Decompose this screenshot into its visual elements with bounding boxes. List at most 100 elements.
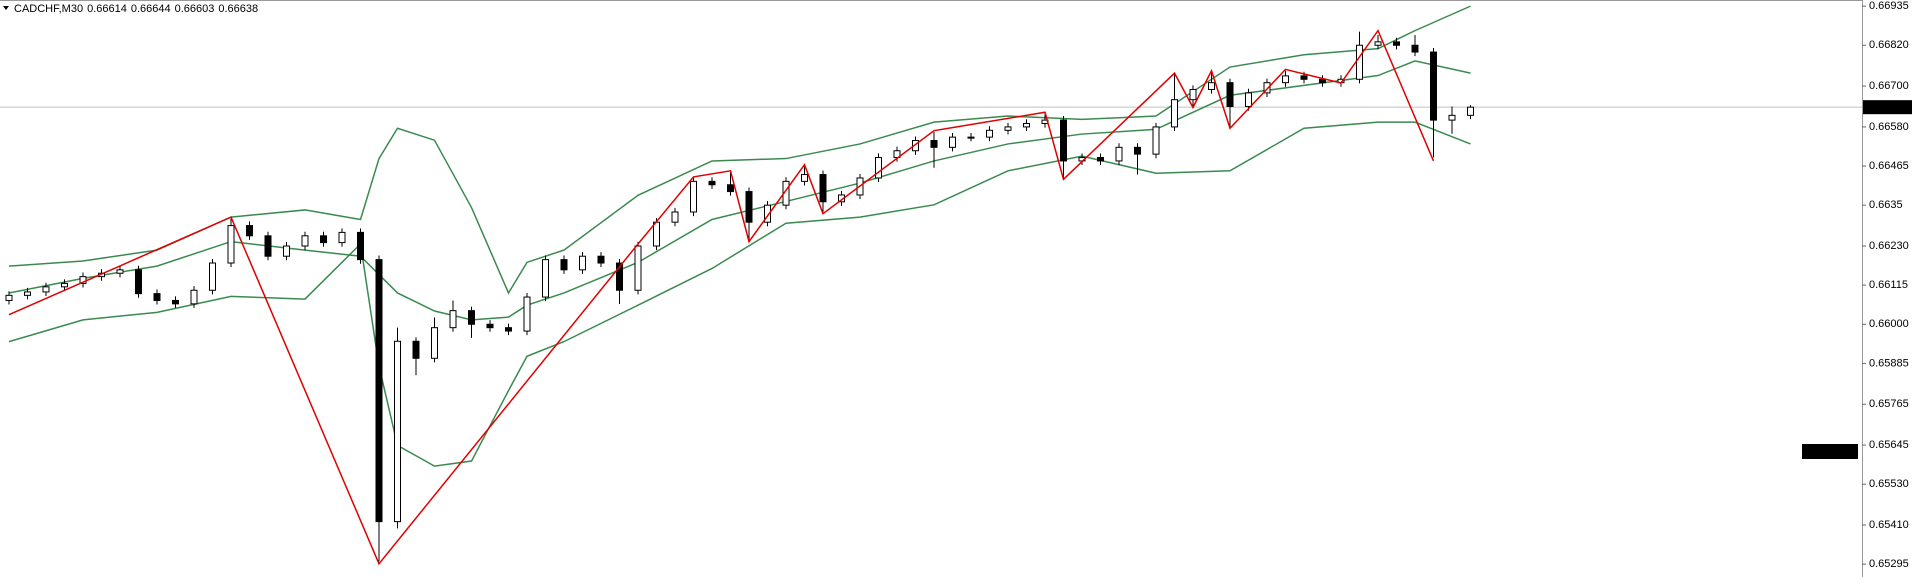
candle-body: [1152, 126, 1160, 155]
candle-body: [1060, 119, 1067, 162]
header-low: 0.66603: [175, 3, 215, 15]
y-tick-label: 0.66115: [1869, 279, 1908, 291]
candle-body: [153, 293, 161, 301]
candle-body: [431, 327, 438, 359]
candle-body: [357, 231, 364, 261]
candle-body: [986, 129, 993, 138]
candle-body: [172, 299, 179, 305]
candle-body: [597, 255, 605, 264]
candle-body: [708, 180, 716, 186]
candle-body: [1263, 82, 1271, 94]
y-tick-label: 0.65765: [1869, 398, 1909, 410]
candle-body: [246, 225, 253, 237]
y-tick-label: 0.65645: [1869, 439, 1909, 451]
symbol: CADCHF,M30: [14, 3, 83, 15]
candle-body: [1448, 114, 1456, 121]
candle-body: [1282, 75, 1289, 84]
candle-body: [412, 340, 420, 359]
candle-body: [116, 269, 124, 274]
candle-body: [1245, 92, 1252, 108]
candle-body: [209, 262, 216, 291]
candle-body: [1300, 75, 1308, 80]
candle-body: [560, 259, 568, 271]
y-tick-label: 0.65530: [1869, 478, 1909, 490]
candle-body: [1226, 82, 1234, 108]
candle-body: [967, 136, 975, 139]
candle-body: [227, 225, 235, 264]
y-tick-label: 0.65410: [1869, 519, 1909, 531]
candle-body: [819, 174, 827, 203]
candle-body: [875, 157, 882, 179]
candle-body: [264, 235, 272, 257]
candle-body: [320, 235, 327, 244]
indicator-label: BB ON: [1813, 446, 1847, 458]
header-open: 0.66614: [87, 3, 127, 15]
candle-body: [301, 235, 309, 247]
y-tick-label: 0.65295: [1869, 558, 1909, 570]
candle-body: [1430, 51, 1437, 121]
candle-body: [338, 231, 346, 244]
candle-body: [1097, 157, 1104, 162]
candle-body: [375, 259, 383, 523]
candle-body: [1208, 82, 1215, 90]
candle-body: [579, 255, 586, 271]
candle-body: [135, 269, 142, 295]
candle-body: [1023, 123, 1030, 128]
candle-body: [764, 204, 771, 223]
candle-body: [1319, 78, 1326, 84]
candle-body: [745, 191, 753, 223]
candle-body: [653, 221, 660, 247]
chart-header: CADCHF,M30 0.66614 0.66644 0.66603 0.66638: [14, 3, 258, 15]
y-tick-label: 0.66580: [1869, 121, 1909, 133]
y-tick-label: 0.66230: [1869, 240, 1909, 252]
candle-body: [1134, 146, 1141, 155]
candle-body: [1411, 44, 1419, 53]
candle-body: [912, 140, 919, 152]
candle-body: [190, 289, 198, 305]
bollinger-upper: [8, 5, 1471, 295]
y-tick-label: 0.66935: [1869, 0, 1909, 12]
candle-body: [505, 327, 512, 332]
y-tick-label: 0.66465: [1869, 160, 1909, 172]
candle-body: [449, 310, 457, 329]
candle-body: [1356, 44, 1363, 80]
header-high: 0.66644: [131, 3, 171, 15]
candle-body: [1374, 41, 1382, 46]
candle-body: [616, 262, 623, 291]
candle-body: [727, 184, 734, 193]
candle-body: [671, 211, 679, 223]
indicator-box: [1802, 444, 1858, 459]
bollinger-lower: [8, 121, 1471, 467]
y-tick-label: 0.6635: [1869, 199, 1903, 211]
header-arrow: [3, 6, 9, 10]
candle-body: [394, 340, 401, 523]
candle-body: [486, 323, 494, 329]
current-price-label: 0.66638: [1868, 101, 1908, 113]
candle-body: [79, 276, 87, 284]
candle-body: [1467, 106, 1474, 116]
candle-body: [1171, 99, 1178, 128]
candle-body: [283, 245, 290, 257]
candle-body: [542, 259, 549, 298]
candle-body: [1189, 88, 1197, 101]
zigzag: [8, 29, 1435, 566]
candle-body: [61, 282, 68, 288]
y-tick-label: 0.66000: [1869, 318, 1909, 330]
candle-body: [468, 310, 475, 325]
candle-body: [930, 140, 938, 148]
header-close: 0.66638: [218, 3, 258, 15]
y-tick-label: 0.66820: [1869, 39, 1909, 51]
candle-body: [801, 174, 808, 182]
y-tick-label: 0.65885: [1869, 357, 1909, 369]
y-tick-label: 0.66700: [1869, 80, 1909, 92]
candle-body: [949, 136, 956, 148]
bollinger-middle: [8, 60, 1471, 321]
current-price-box: [1863, 100, 1912, 115]
candle-body: [1393, 41, 1400, 46]
candle-body: [24, 291, 31, 296]
candle-body: [690, 180, 697, 213]
candle-body: [1115, 146, 1123, 162]
candle-body: [42, 286, 50, 293]
